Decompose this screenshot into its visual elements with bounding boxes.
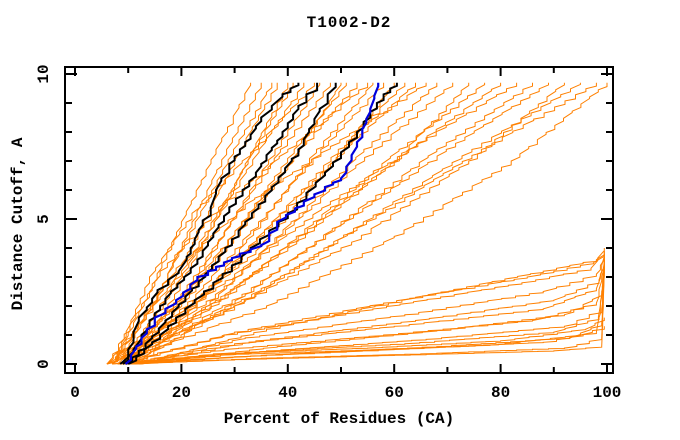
curve-predicted-models-orange bbox=[112, 326, 605, 365]
curve-predicted-models-orange bbox=[106, 82, 342, 365]
x-tick-label: 100 bbox=[593, 384, 622, 402]
curve-predicted-models-orange bbox=[111, 82, 369, 365]
x-tick-label: 0 bbox=[70, 384, 80, 402]
curve-predicted-models-orange bbox=[111, 82, 315, 365]
curve-predicted-models-orange bbox=[122, 82, 331, 365]
curve-predicted-models-orange bbox=[117, 82, 358, 365]
curve-predicted-models-orange bbox=[106, 82, 252, 365]
x-axis-label: Percent of Residues (CA) bbox=[224, 410, 454, 428]
curve-predicted-models-orange bbox=[133, 82, 438, 365]
curve-predicted-models-orange bbox=[128, 256, 605, 365]
x-tick-label: 20 bbox=[172, 384, 191, 402]
chart-title: T1002-D2 bbox=[307, 14, 392, 32]
y-tick-label: 5 bbox=[35, 214, 53, 224]
curve-predicted-models-orange bbox=[111, 82, 427, 365]
y-tick-label: 0 bbox=[35, 359, 53, 369]
curve-predicted-models-orange bbox=[128, 82, 486, 365]
x-tick-label: 80 bbox=[491, 384, 510, 402]
curve-predicted-models-orange bbox=[122, 253, 605, 365]
curve-predicted-models-orange bbox=[117, 82, 502, 365]
curve-predicted-models-orange bbox=[106, 82, 565, 365]
curve-predicted-models-orange bbox=[133, 82, 533, 365]
curve-predicted-models-orange bbox=[117, 82, 597, 365]
curves-layer bbox=[106, 82, 608, 365]
curve-predicted-models-orange bbox=[128, 262, 605, 365]
curve-predicted-models-orange bbox=[112, 82, 608, 365]
curve-highlighted-models-black bbox=[125, 82, 337, 365]
curve-predicted-models-orange bbox=[138, 250, 605, 365]
axes-frame bbox=[64, 66, 614, 374]
x-tick-label: 40 bbox=[278, 384, 297, 402]
y-tick-label: 10 bbox=[35, 64, 53, 83]
x-tick-label: 60 bbox=[385, 384, 404, 402]
y-axis-label: Distance Cutoff, A bbox=[9, 137, 27, 310]
curve-highlighted-models-black bbox=[122, 82, 319, 365]
curve-predicted-models-orange bbox=[122, 259, 605, 365]
curve-predicted-models-orange bbox=[117, 271, 605, 365]
curve-predicted-models-orange bbox=[117, 82, 416, 365]
curve-highlighted-model-blue bbox=[124, 82, 380, 365]
tick-labels: 0 20 40 60 80 100 0 5 10 bbox=[35, 64, 621, 402]
curve-predicted-models-orange bbox=[122, 82, 454, 365]
curve-predicted-models-orange bbox=[128, 256, 605, 365]
curve-highlighted-models-black bbox=[119, 82, 300, 365]
curve-predicted-models-orange bbox=[138, 82, 374, 365]
curve-predicted-models-orange bbox=[128, 82, 581, 365]
curve-predicted-models-orange bbox=[133, 250, 605, 365]
